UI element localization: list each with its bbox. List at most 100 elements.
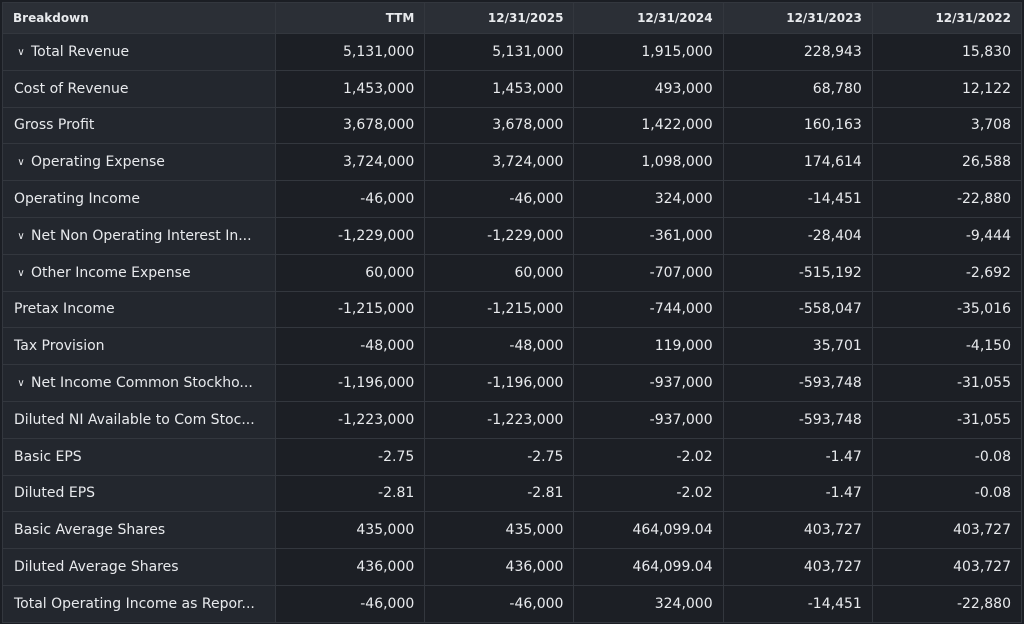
value-cell: -4,150 (871, 327, 1023, 366)
value-cell: 436,000 (424, 548, 575, 586)
table-row[interactable]: ∨ Total Revenue 5,131,000 5,131,000 1,915,00… (1, 33, 1023, 71)
value-cell: -9,444 (871, 216, 1023, 255)
value-cell: -22,880 (871, 180, 1023, 218)
value-cell: -14,451 (722, 584, 873, 623)
table-row[interactable]: ∨ Operating Expense 3,724,000 3,724,000 1,09… (1, 143, 1023, 182)
value-cell: 228,943 (722, 33, 873, 71)
value-cell: 324,000 (573, 584, 724, 623)
value-cell: 3,724,000 (275, 143, 426, 182)
table-row: Diluted EPS -2.81 -2.81 -2.02 -1.47 -0.08 (1, 474, 1023, 513)
value-cell: -2.02 (573, 474, 724, 513)
value-cell: 35,701 (722, 327, 873, 366)
value-cell: 12,122 (871, 69, 1023, 108)
value-cell: -22,880 (871, 584, 1023, 623)
value-cell: 403,727 (722, 548, 873, 586)
value-cell: 493,000 (573, 69, 724, 108)
table-row: Operating Income -46,000 -46,000 324,000 -14… (1, 180, 1023, 218)
value-cell: -558,047 (722, 290, 873, 329)
row-label-text: Operating Expense (31, 154, 165, 171)
row-label: Operating Income (1, 180, 277, 218)
value-cell: 1,422,000 (573, 106, 724, 145)
row-label: Diluted EPS (1, 474, 277, 513)
value-cell: -1,196,000 (424, 364, 575, 402)
row-label: Total Operating Income as Repor... (1, 584, 277, 623)
row-label-expandable[interactable]: ∨ Net Income Common Stockho... (1, 364, 277, 402)
row-label-expandable[interactable]: ∨ Operating Expense (1, 143, 277, 182)
value-cell: 60,000 (424, 253, 575, 292)
row-label-text: Basic EPS (14, 448, 82, 465)
value-cell: 403,727 (871, 511, 1023, 550)
value-cell: 324,000 (573, 180, 724, 218)
value-cell: -46,000 (275, 584, 426, 623)
value-cell: -1,215,000 (424, 290, 575, 329)
row-label: Basic EPS (1, 437, 277, 476)
value-cell: 3,678,000 (275, 106, 426, 145)
table-row[interactable]: ∨ Net Income Common Stockho... -1,196,000-… (1, 364, 1023, 402)
value-cell: 435,000 (275, 511, 426, 550)
value-cell: -2,692 (871, 253, 1023, 292)
row-label: Pretax Income (1, 290, 277, 329)
column-header-2022[interactable]: 12/31/2022 (871, 2, 1023, 34)
column-header-ttm[interactable]: TTM (275, 2, 426, 34)
column-header-2024[interactable]: 12/31/2024 (573, 2, 724, 34)
value-cell: -2.75 (275, 437, 426, 476)
header-row: Breakdown TTM 12/31/2025 12/31/2024 12/3… (1, 2, 1023, 34)
value-cell: -1,196,000 (275, 364, 426, 402)
row-label-expandable[interactable]: ∨ Net Non Operating Interest In... (1, 216, 277, 255)
row-label-text: Pretax Income (14, 301, 115, 318)
row-label: Diluted Average Shares (1, 548, 277, 586)
value-cell: -0.08 (871, 437, 1023, 476)
value-cell: -1,229,000 (275, 216, 426, 255)
value-cell: 403,727 (871, 548, 1023, 586)
value-cell: -1,229,000 (424, 216, 575, 255)
table-row: Basic EPS -2.75 -2.75 -2.02 -1.47 -0.08 (1, 437, 1023, 476)
value-cell: -48,000 (424, 327, 575, 366)
table-row: Total Operating Income as Repor... -46,00… (1, 584, 1023, 623)
value-cell: -46,000 (275, 180, 426, 218)
row-label: Basic Average Shares (1, 511, 277, 550)
column-header-breakdown: Breakdown (1, 2, 277, 34)
value-cell: 5,131,000 (424, 33, 575, 71)
value-cell: 436,000 (275, 548, 426, 586)
value-cell: -0.08 (871, 474, 1023, 513)
value-cell: 1,453,000 (424, 69, 575, 108)
value-cell: -31,055 (871, 400, 1023, 439)
row-label: Diluted NI Available to Com Stoc... (1, 400, 277, 439)
row-label-text: Tax Provision (14, 338, 105, 355)
value-cell: -707,000 (573, 253, 724, 292)
row-label: Cost of Revenue (1, 69, 277, 108)
value-cell: 119,000 (573, 327, 724, 366)
table-row: Pretax Income -1,215,000 -1,215,000 -744,00… (1, 290, 1023, 329)
value-cell: 435,000 (424, 511, 575, 550)
chevron-down-icon[interactable]: ∨ (17, 46, 25, 58)
value-cell: -1.47 (722, 474, 873, 513)
value-cell: -2.81 (424, 474, 575, 513)
column-header-2025[interactable]: 12/31/2025 (424, 2, 575, 34)
table-header: Breakdown TTM 12/31/2025 12/31/2024 12/3… (1, 2, 1023, 34)
value-cell: -14,451 (722, 180, 873, 218)
value-cell: -28,404 (722, 216, 873, 255)
value-cell: 403,727 (722, 511, 873, 550)
value-cell: -46,000 (424, 584, 575, 623)
row-label-text: Net Non Operating Interest In... (31, 227, 252, 244)
value-cell: -31,055 (871, 364, 1023, 402)
value-cell: 3,678,000 (424, 106, 575, 145)
column-header-2023[interactable]: 12/31/2023 (722, 2, 873, 34)
row-label-text: Basic Average Shares (14, 522, 166, 539)
chevron-down-icon[interactable]: ∨ (17, 157, 25, 169)
value-cell: -1,215,000 (275, 290, 426, 329)
value-cell: 26,588 (871, 143, 1023, 182)
table-row[interactable]: ∨ Net Non Operating Interest In... -1,229,… (1, 216, 1023, 255)
chevron-down-icon[interactable]: ∨ (17, 230, 25, 242)
row-label-text: Total Revenue (31, 43, 130, 60)
row-label-expandable[interactable]: ∨ Other Income Expense (1, 253, 277, 292)
row-label-text: Diluted Average Shares (14, 559, 179, 576)
value-cell: -48,000 (275, 327, 426, 366)
value-cell: -593,748 (722, 400, 873, 439)
row-label-expandable[interactable]: ∨ Total Revenue (1, 33, 277, 71)
table-row[interactable]: ∨ Other Income Expense 60,000 60,000 -707,00… (1, 253, 1023, 292)
chevron-down-icon[interactable]: ∨ (17, 378, 25, 390)
row-label-text: Diluted EPS (14, 485, 96, 502)
chevron-down-icon[interactable]: ∨ (17, 267, 25, 279)
